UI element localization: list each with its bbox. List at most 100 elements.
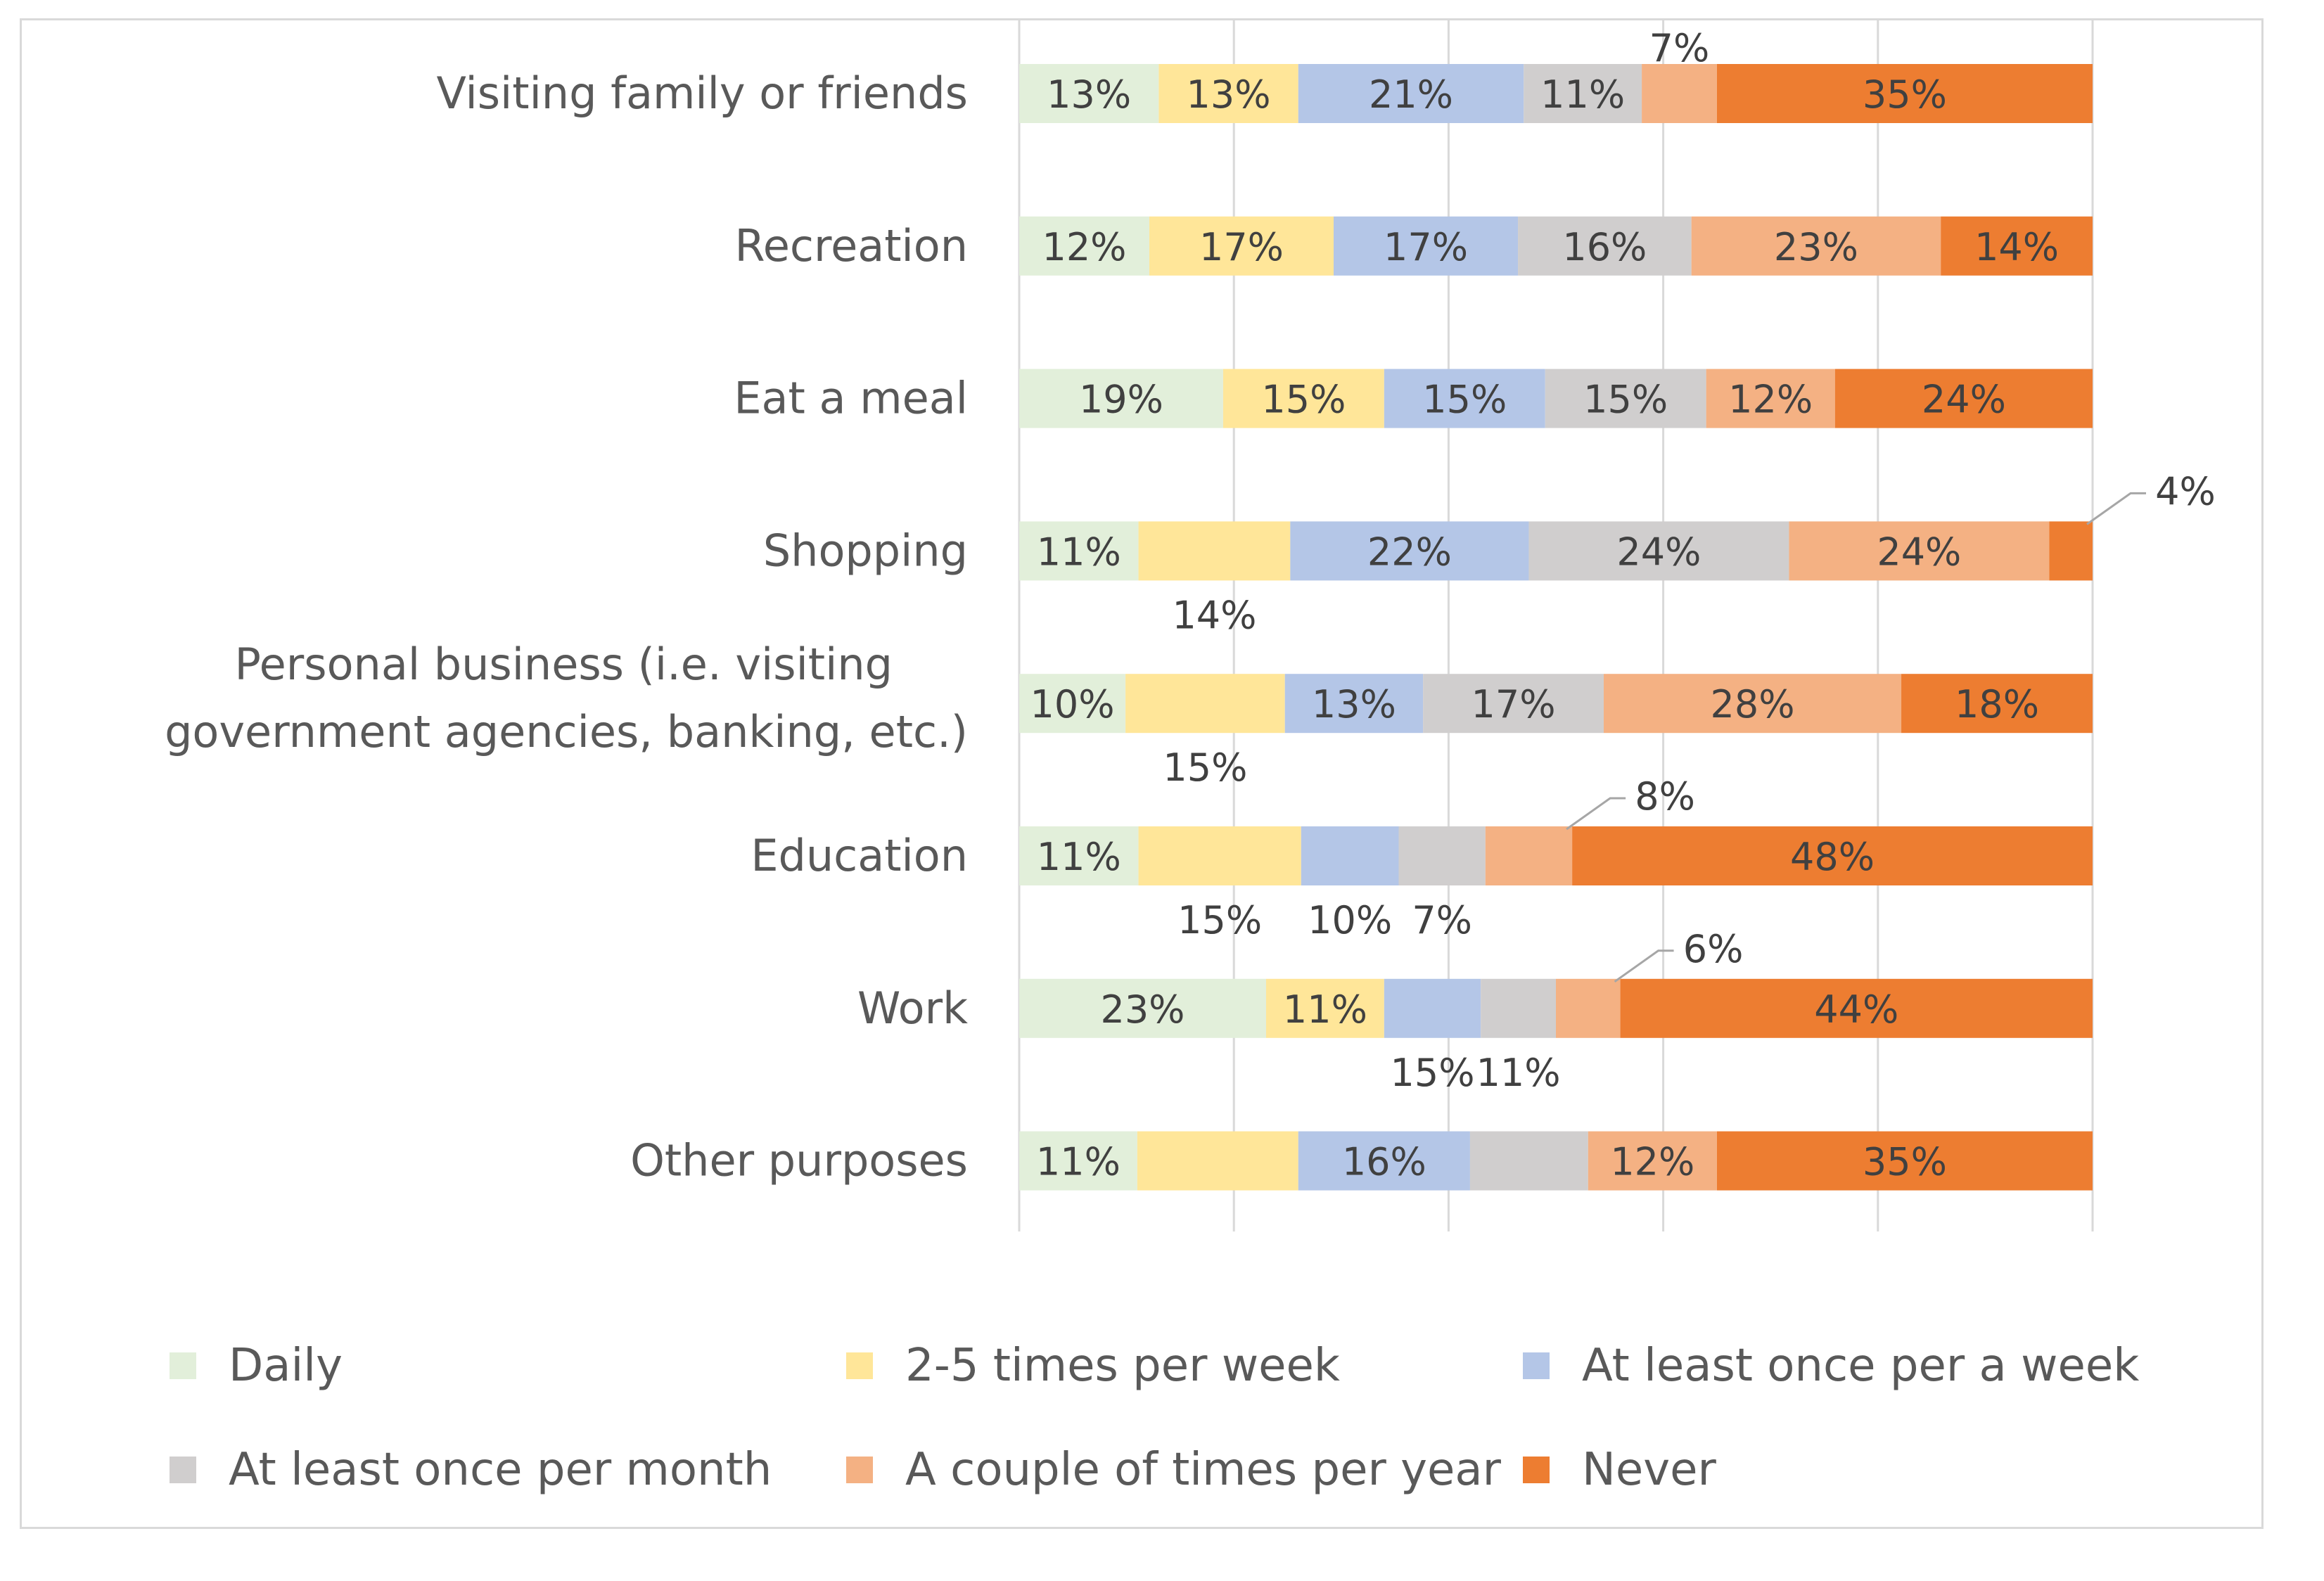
data-label: 11% [1476, 1051, 1561, 1095]
bar-segment-never [1901, 674, 2093, 734]
data-label: 28% [1710, 682, 1794, 727]
data-label: 14% [1974, 225, 2059, 269]
data-label: 7% [1649, 26, 1710, 70]
category-label-recreation: Recreation [734, 220, 968, 271]
data-label: 12% [1728, 378, 1813, 422]
data-label: 13% [1312, 682, 1396, 727]
data-label: 14% [1172, 593, 1256, 637]
data-label: 15% [1163, 745, 1247, 790]
bar-segment-at-least-once-per-a-week [1334, 216, 1519, 276]
bar-segment-at-least-once-per-month [1524, 64, 1642, 123]
data-label: 12% [1610, 1140, 1694, 1184]
bar-segment-2-5-times-per-week [1138, 826, 1301, 885]
data-label: 44% [1814, 987, 1898, 1032]
data-labels: 13% 13% 21% 11% 7% 35% 12% 17% 17% 16% 23% 14% 19% 15… [1030, 26, 2216, 1184]
legend-label-at-least-once-per-a-week: At least once per a week [1582, 1340, 2139, 1392]
data-label: 13% [1047, 72, 1131, 117]
bar-segment-2-5-times-per-week [1138, 521, 1291, 581]
data-label: 23% [1100, 987, 1185, 1032]
bar-segment-never [2049, 521, 2093, 581]
bar-segment-daily [1019, 64, 1159, 123]
data-label: 17% [1199, 225, 1284, 269]
data-label-leader [2086, 492, 2146, 525]
legend-swatch-at-least-once-per-a-week [1523, 1352, 1550, 1379]
bar-segment-2-5-times-per-week [1222, 369, 1384, 428]
legend-swatch-a-couple-of-times-per-year [846, 1457, 873, 1483]
data-label: 16% [1562, 225, 1647, 269]
bar-segment-2-5-times-per-week [1158, 64, 1298, 123]
bar-segment-daily [1019, 978, 1266, 1038]
bar-segment-at-least-once-per-a-week [1301, 826, 1399, 885]
bars [1019, 64, 2093, 1191]
bar-segment-daily [1019, 1131, 1137, 1191]
bar-segment-at-least-once-per-a-week [1298, 64, 1524, 123]
bar-segment-never [1620, 978, 2093, 1038]
bar-segment-at-least-once-per-month [1528, 521, 1789, 581]
category-label-other-purposes: Other purposes [630, 1135, 968, 1186]
data-label: 35% [1863, 1140, 1947, 1184]
data-label: 15% [1583, 378, 1668, 422]
legend-label-at-least-once-per-month: At least once per month [229, 1444, 772, 1496]
bar-segment-at-least-once-per-a-week [1298, 1131, 1470, 1191]
legend-swatch-2-5-times-per-week [846, 1352, 873, 1379]
bar-segment-at-least-once-per-a-week [1384, 978, 1481, 1038]
bar-segment-never [1716, 64, 2093, 123]
legend-swatch-at-least-once-per-month [170, 1457, 196, 1483]
data-label: 23% [1774, 225, 1858, 269]
data-label: 24% [1922, 378, 2006, 422]
stacked-bar-chart: Visiting family or friends Recreation Eat … [165, 20, 2216, 1496]
bar-segment-a-couple-of-times-per-year [1485, 826, 1573, 885]
bar-segment-a-couple-of-times-per-year [1642, 64, 1717, 123]
bar-segment-2-5-times-per-week [1149, 216, 1334, 276]
bar-segment-at-least-once-per-month [1398, 826, 1486, 885]
bar-segment-at-least-once-per-month [1545, 369, 1706, 428]
data-label-leader [1566, 797, 1626, 831]
data-label: 4% [2155, 469, 2216, 513]
bar-segment-a-couple-of-times-per-year [1588, 1131, 1717, 1191]
category-labels: Visiting family or friends Recreation Eat … [165, 68, 968, 1186]
data-label: 15% [1177, 898, 1262, 942]
data-label: 11% [1037, 530, 1121, 574]
bar-segment-2-5-times-per-week [1265, 978, 1384, 1038]
legend-swatch-never [1523, 1457, 1550, 1483]
bar-segment-at-least-once-per-a-week [1284, 674, 1424, 734]
bar-segment-at-least-once-per-month [1469, 1131, 1588, 1191]
bar-segment-a-couple-of-times-per-year [1691, 216, 1941, 276]
data-label: 11% [1037, 835, 1121, 879]
data-label: 13% [1187, 72, 1271, 117]
data-label: 6% [1683, 927, 1744, 971]
bar-segment-daily [1019, 674, 1126, 734]
data-label: 15% [1390, 1051, 1474, 1095]
data-label: 10% [1308, 898, 1392, 942]
data-label: 17% [1471, 682, 1556, 727]
category-label-personal-business-i-e-visiting: Personal business (i.e. visiting governme… [165, 639, 968, 757]
data-label: 10% [1030, 682, 1115, 727]
bar-segment-daily [1019, 369, 1223, 428]
bar-segment-2-5-times-per-week [1137, 1131, 1298, 1191]
data-label: 7% [1412, 898, 1472, 942]
category-label-work: Work [857, 982, 968, 1034]
bar-segment-never [1941, 216, 2093, 276]
data-label: 17% [1384, 225, 1468, 269]
data-label: 22% [1367, 530, 1452, 574]
data-label: 35% [1863, 72, 1947, 117]
category-label-shopping: Shopping [763, 525, 968, 576]
category-label-education: Education [751, 830, 968, 881]
legend-label-daily: Daily [229, 1340, 343, 1392]
bar-segment-a-couple-of-times-per-year [1706, 369, 1835, 428]
legend-label-2-5-times-per-week: 2-5 times per week [905, 1340, 1340, 1392]
data-label: 24% [1616, 530, 1701, 574]
data-label: 15% [1261, 378, 1346, 422]
bar-segment-daily [1019, 216, 1149, 276]
data-label: 11% [1283, 987, 1367, 1032]
legend-swatch-daily [170, 1352, 196, 1379]
bar-segment-at-least-once-per-a-week [1384, 369, 1545, 428]
data-label: 8% [1635, 774, 1695, 819]
bar-segment-never [1572, 826, 2093, 885]
bar-segment-at-least-once-per-month [1518, 216, 1692, 276]
chart-frame: Visiting family or friends Recreation Eat … [20, 18, 2264, 1529]
bar-segment-2-5-times-per-week [1125, 674, 1285, 734]
data-label: 12% [1042, 225, 1126, 269]
data-label: 48% [1790, 835, 1875, 879]
bar-segment-a-couple-of-times-per-year [1556, 978, 1621, 1038]
